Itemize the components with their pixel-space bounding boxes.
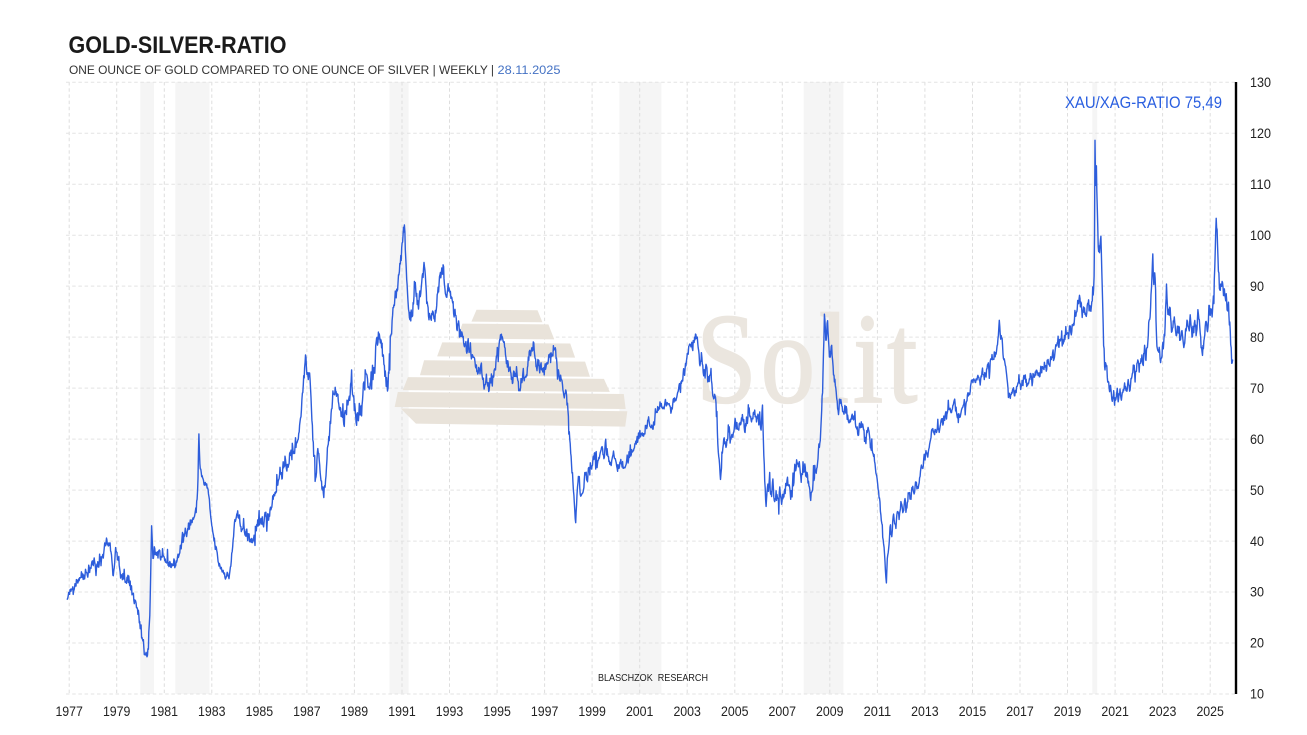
svg-text:40: 40: [1250, 534, 1264, 549]
svg-text:2007: 2007: [769, 704, 797, 719]
svg-text:60: 60: [1250, 432, 1264, 447]
svg-text:ONE OUNCE OF GOLD COMPARED TO: ONE OUNCE OF GOLD COMPARED TO ONE OUNCE …: [69, 63, 494, 77]
svg-text:90: 90: [1250, 279, 1264, 294]
svg-text:2001: 2001: [626, 704, 654, 719]
svg-text:1997: 1997: [531, 704, 559, 719]
svg-text:2021: 2021: [1101, 704, 1129, 719]
svg-text:2017: 2017: [1006, 704, 1034, 719]
svg-text:100: 100: [1250, 228, 1271, 243]
svg-text:2013: 2013: [911, 704, 939, 719]
svg-text:30: 30: [1250, 585, 1264, 600]
svg-text:28.11.2025: 28.11.2025: [498, 63, 561, 77]
svg-text:GOLD-SILVER-RATIO: GOLD-SILVER-RATIO: [69, 32, 287, 59]
svg-text:2025: 2025: [1196, 704, 1224, 719]
svg-text:1979: 1979: [103, 704, 131, 719]
svg-text:110: 110: [1250, 177, 1271, 192]
svg-text:120: 120: [1250, 126, 1271, 141]
svg-text:80: 80: [1250, 330, 1264, 345]
svg-text:BLASCHZOK RESEARCH: BLASCHZOK RESEARCH: [598, 673, 708, 684]
svg-text:2019: 2019: [1054, 704, 1082, 719]
svg-text:130: 130: [1250, 75, 1271, 90]
svg-text:XAU/XAG-RATIO 75,49: XAU/XAG-RATIO 75,49: [1065, 93, 1222, 112]
svg-text:1989: 1989: [341, 704, 369, 719]
svg-text:1987: 1987: [293, 704, 321, 719]
svg-text:Solit: Solit: [696, 287, 921, 430]
svg-text:1977: 1977: [55, 704, 83, 719]
svg-text:2009: 2009: [816, 704, 844, 719]
svg-text:20: 20: [1250, 636, 1264, 651]
svg-text:2003: 2003: [673, 704, 701, 719]
svg-text:2015: 2015: [959, 704, 987, 719]
svg-text:1993: 1993: [436, 704, 464, 719]
svg-text:2005: 2005: [721, 704, 749, 719]
svg-text:1983: 1983: [198, 704, 226, 719]
svg-text:2011: 2011: [864, 704, 892, 719]
svg-text:1991: 1991: [388, 704, 416, 719]
svg-text:1999: 1999: [578, 704, 606, 719]
svg-text:50: 50: [1250, 483, 1264, 498]
svg-text:1981: 1981: [151, 704, 179, 719]
svg-text:10: 10: [1250, 687, 1264, 702]
svg-text:1995: 1995: [483, 704, 511, 719]
svg-text:70: 70: [1250, 381, 1264, 396]
svg-text:2023: 2023: [1149, 704, 1177, 719]
svg-text:1985: 1985: [246, 704, 274, 719]
